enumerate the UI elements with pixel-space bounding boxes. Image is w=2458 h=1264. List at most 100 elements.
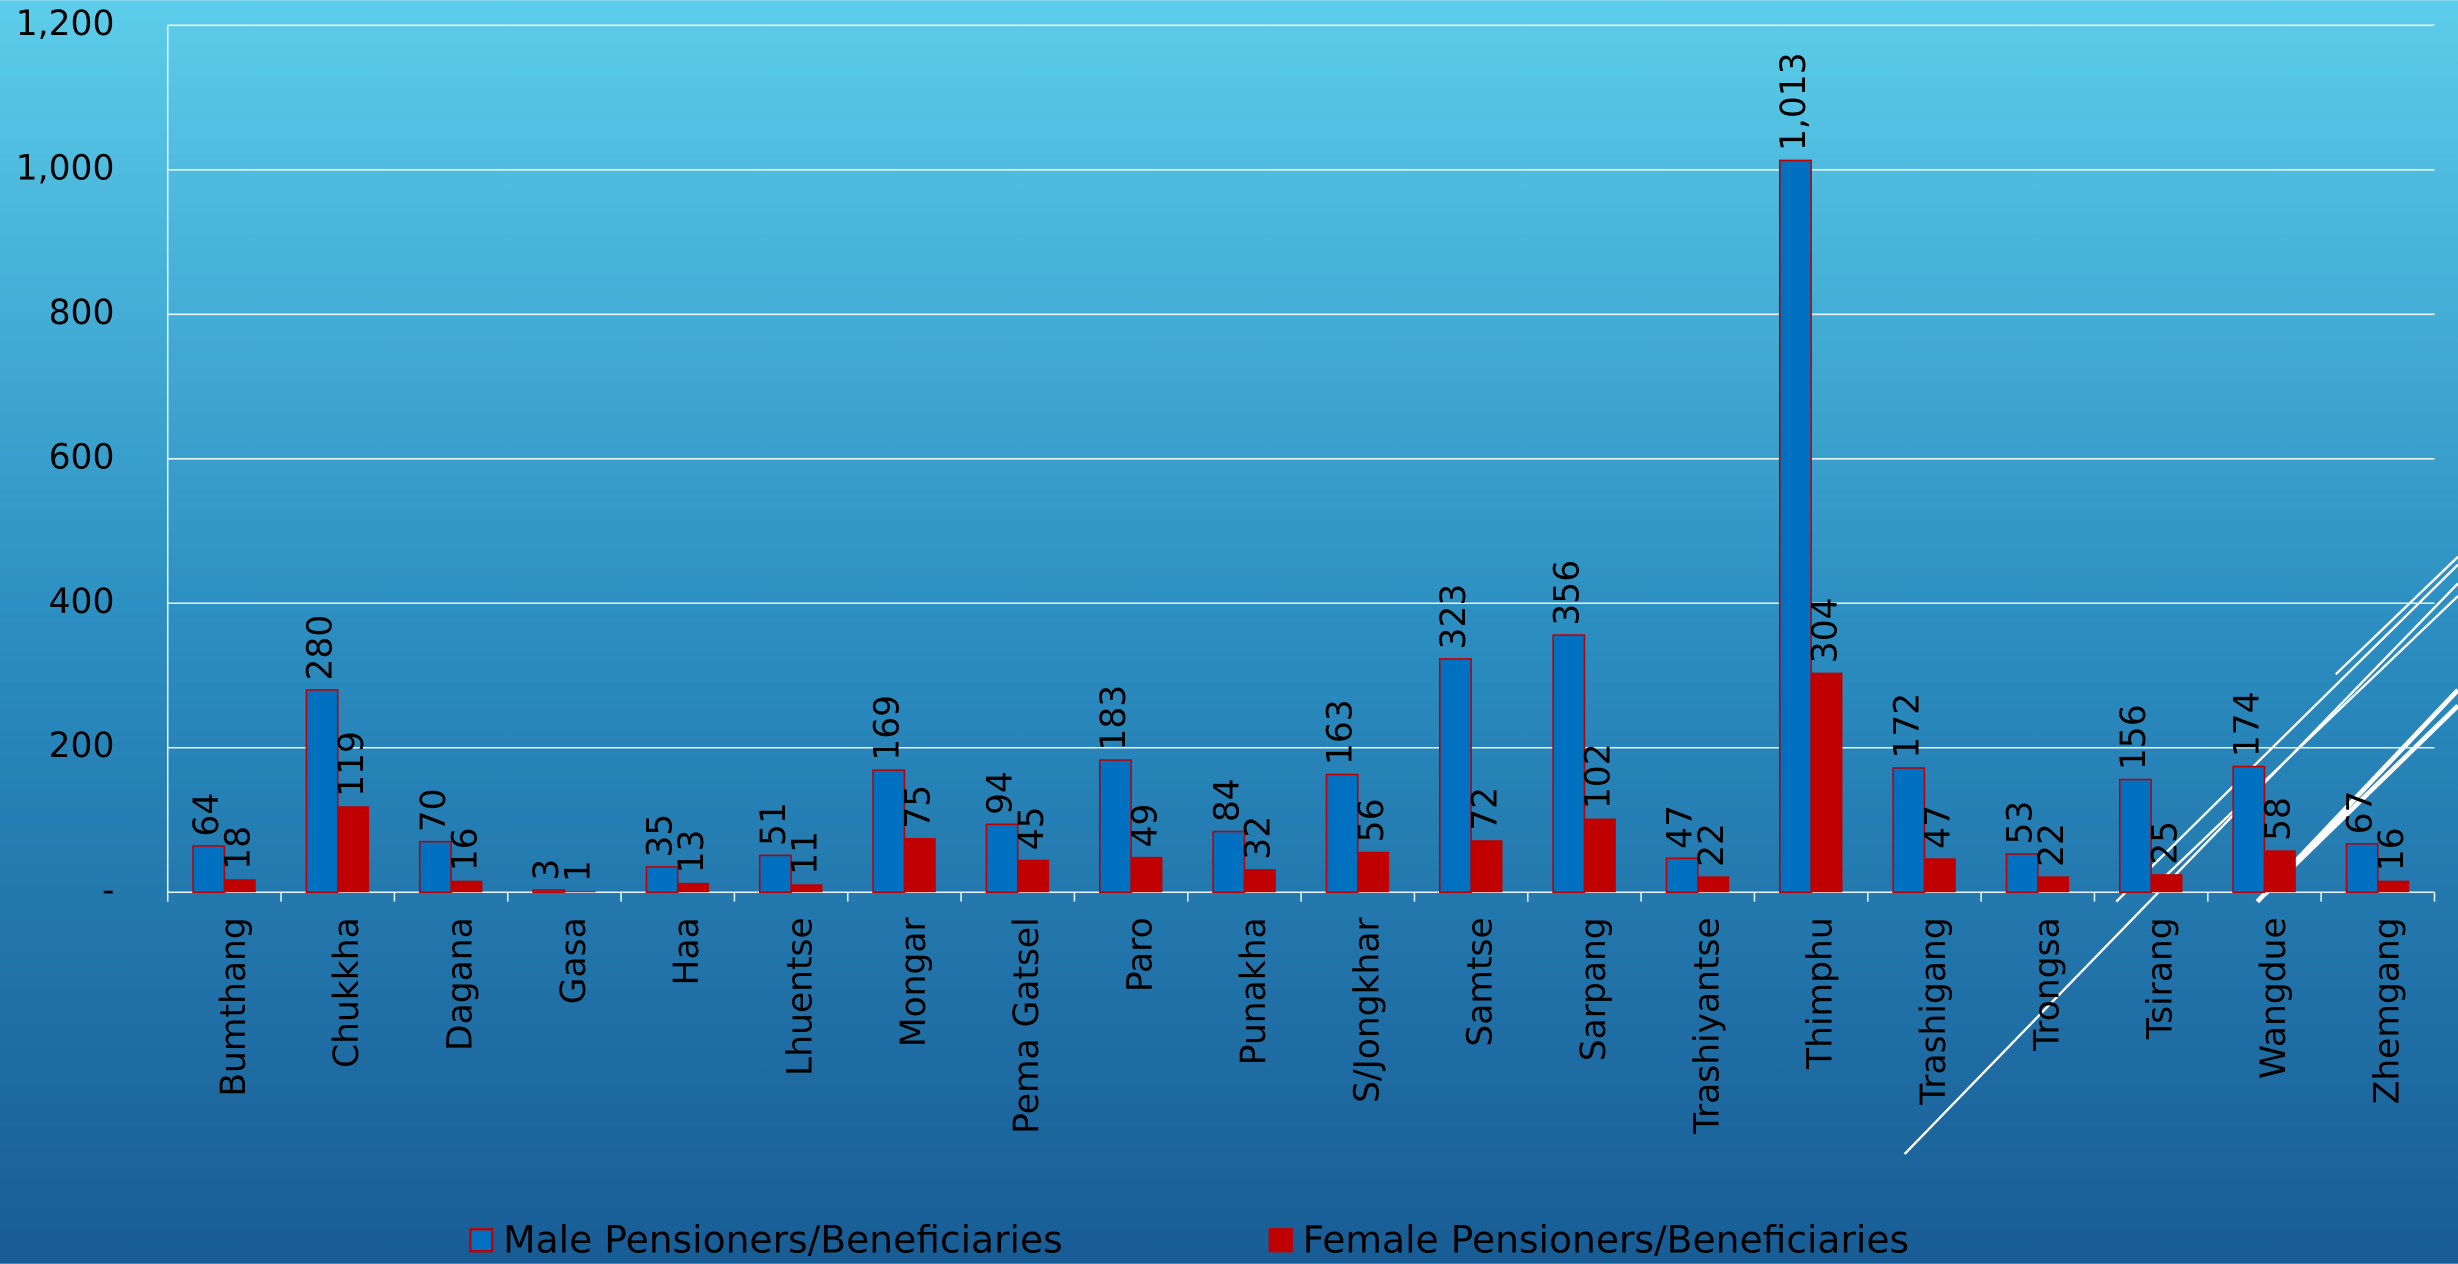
bar [1811,672,1843,893]
data-label: 72 [1465,787,1505,831]
bar [1584,818,1616,893]
data-label: 16 [445,827,485,871]
bar [1471,840,1503,893]
x-tick-label: Trashigang [1914,917,1954,1105]
bar [645,866,679,894]
bar [418,840,452,894]
bar [2377,880,2410,893]
x-tick-label: Tsirang [2141,917,2181,1040]
bar [1924,858,1956,893]
data-label: 51 [754,802,794,846]
legend-label: Male Pensioners/Beneficiaries [503,1217,1063,1261]
y-tick-label: 200 [49,726,115,766]
x-tick-label: Wangdue [2254,917,2294,1079]
x-tick-label: Bumthang [214,917,254,1096]
data-label: 25 [2145,821,2185,865]
bar [1212,830,1246,894]
data-label: 49 [1125,804,1165,848]
bar [791,884,823,893]
data-label: 94 [981,771,1021,815]
bar [2119,778,2152,894]
bar [1697,876,1730,893]
legend-swatch [1268,1228,1293,1253]
bar [677,882,710,893]
data-label: 64 [187,793,227,837]
bar [1017,859,1050,893]
y-tick-label: 400 [49,582,115,622]
data-label: 169 [867,695,907,761]
bar [305,689,339,894]
data-label: 75 [899,785,939,829]
bar [758,854,792,894]
bar [2005,853,2039,894]
data-label: 156 [2114,704,2154,770]
data-label: 16 [2372,827,2412,871]
y-tick-label: 600 [49,437,115,477]
x-tick-label: Chukkha [327,917,367,1068]
data-label: 45 [1012,806,1052,850]
x-tick-label: Dagana [441,917,481,1051]
data-label: 280 [301,615,341,681]
legend-label: Female Pensioners/Beneficiaries [1303,1217,1909,1261]
data-label: 70 [414,788,454,832]
data-label: 53 [2001,801,2041,845]
data-label: 84 [1207,778,1247,822]
bar [1892,767,1926,894]
x-tick-label: Zhemgang [2367,917,2407,1104]
bar [451,880,483,893]
bar [1098,759,1132,894]
bar [1244,869,1276,893]
data-label: 304 [1805,597,1845,663]
data-label: 3 [527,859,567,881]
bar [2232,765,2266,894]
bar [1778,159,1812,894]
x-tick-label: S/Jongkhar [1347,916,1387,1102]
x-tick-label: Thimphu [1801,917,1841,1070]
x-tick-label: Samtse [1461,917,1501,1046]
bar [532,889,566,894]
data-label: 47 [1919,805,1959,849]
x-tick-label: Sarpang [1574,917,1614,1061]
x-tick-label: Gasa [554,917,594,1004]
data-label: 22 [1692,823,1732,867]
y-tick-label: 1,200 [16,4,115,44]
x-tick-label: Haa [667,917,707,985]
bar [224,879,256,893]
data-label: 11 [785,831,825,875]
x-tick-label: Trongsa [2027,917,2067,1051]
bar [1552,634,1586,894]
bar [2264,850,2296,893]
bar [904,838,936,893]
data-label: 174 [2227,691,2267,757]
x-tick-label: Paro [1121,917,1161,992]
data-label: 47 [1661,805,1701,849]
data-label: 119 [332,731,372,797]
x-tick-label: Lhuentse [781,917,821,1076]
bar [564,891,596,893]
data-label: 67 [2341,791,2381,835]
data-label: 356 [1547,560,1587,626]
bar [1357,851,1390,893]
bar [1438,658,1472,894]
bar [2037,876,2070,893]
data-label: 35 [641,814,681,858]
bar [2151,874,2183,893]
x-tick-label: Punakha [1234,917,1274,1065]
data-label: 13 [672,830,712,874]
bar [192,845,226,894]
x-tick-label: Pema Gatsel [1007,917,1047,1134]
data-label: 323 [1434,584,1474,650]
data-label: 102 [1579,743,1619,809]
y-tick-label: 1,000 [16,148,115,188]
data-label: 172 [1887,693,1927,759]
data-label: 18 [219,826,259,870]
data-label: 56 [1352,798,1392,842]
bar [872,769,906,894]
data-label: 32 [1239,816,1279,860]
bar [985,823,1019,894]
x-tick-label: Mongar [894,916,934,1047]
legend-swatch [469,1228,494,1253]
